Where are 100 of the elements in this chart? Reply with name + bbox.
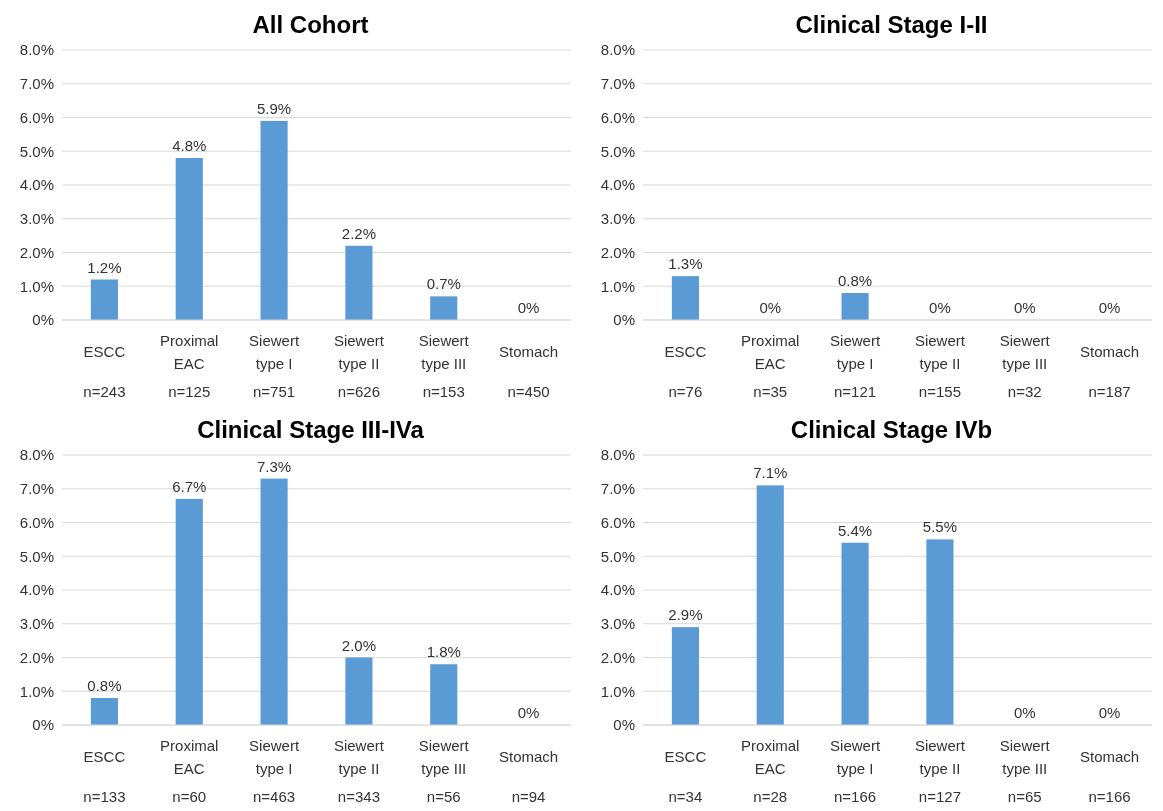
y-tick-label: 7.0% (600, 75, 635, 93)
data-label: 5.9% (256, 99, 292, 117)
data-label: 0% (759, 299, 782, 316)
data-label: 1.8% (426, 643, 461, 661)
bar (90, 698, 118, 725)
y-tick-label: 7.0% (19, 75, 54, 93)
y-tick-label: 2.0% (600, 648, 635, 666)
category-label: Stomach n=94 (498, 748, 559, 805)
data-label: 5.5% (922, 518, 958, 536)
y-tick-label: 5.0% (19, 142, 54, 160)
y-tick-label: 3.0% (19, 615, 54, 633)
y-tick-label: 6.0% (600, 513, 635, 531)
y-tick-label: 6.0% (19, 108, 54, 126)
bar (175, 158, 203, 320)
data-label: 0.8% (87, 677, 122, 694)
data-label: 2.0% (341, 636, 377, 654)
data-label: 0% (1013, 704, 1036, 721)
bar (345, 657, 373, 725)
bar (175, 498, 203, 725)
x-tick-label: Proximal EAC n=125 (160, 332, 219, 400)
y-tick-label: 2.0% (19, 243, 54, 261)
y-tick-label: 5.0% (19, 547, 54, 565)
data-label: 2.2% (341, 224, 377, 242)
bar (756, 485, 784, 725)
y-tick-label: 4.0% (19, 581, 54, 599)
chart-title: All Cohort (252, 11, 369, 38)
x-tick-label: Siewert type III n=153 (418, 332, 470, 400)
y-tick-label: 0% (32, 311, 54, 329)
x-tick-label: Siewert type III n=56 (418, 737, 470, 805)
y-tick-label: 3.0% (600, 615, 635, 633)
x-tick-label: Siewert type II n=155 (914, 332, 966, 400)
y-tick-label: 7.0% (19, 480, 54, 498)
bar (841, 542, 869, 725)
chart-title: Clinical Stage IVb (790, 416, 993, 443)
y-tick-label: 4.0% (19, 176, 54, 194)
x-tick-label: Proximal EAC n=28 (741, 737, 800, 805)
y-tick-label: 8.0% (19, 446, 54, 464)
x-tick-label: Siewert type III n=65 (999, 737, 1051, 805)
y-tick-label: 5.0% (600, 142, 635, 160)
bar (671, 627, 699, 725)
data-label: 0.8% (837, 272, 873, 289)
bar (430, 664, 458, 725)
data-label: 0% (929, 299, 951, 316)
data-label: 6.7% (172, 477, 207, 495)
bar (90, 279, 118, 320)
y-tick-label: 1.0% (19, 277, 54, 295)
category-label: ESCC n=34 (664, 748, 707, 805)
y-tick-label: 7.0% (600, 480, 635, 498)
data-label: 0.7% (426, 275, 461, 293)
data-label: 1.3% (668, 255, 703, 273)
y-tick-label: 0% (613, 716, 635, 734)
chart-title: Clinical Stage III-IVa (197, 416, 425, 443)
bar (926, 539, 954, 725)
data-label: 2.9% (668, 606, 703, 624)
x-tick-label: Siewert type I n=463 (249, 737, 300, 805)
y-tick-label: 3.0% (19, 210, 54, 228)
bar (345, 245, 373, 320)
category-label: ESCC n=76 (664, 343, 707, 400)
y-tick-label: 4.0% (600, 581, 635, 599)
data-label: 7.3% (256, 457, 292, 475)
y-tick-label: 4.0% (600, 176, 635, 194)
y-tick-label: 8.0% (600, 446, 635, 464)
y-tick-label: 6.0% (600, 108, 635, 126)
bar (260, 120, 288, 320)
category-label: ESCC n=133 (83, 748, 126, 805)
y-tick-label: 2.0% (19, 648, 54, 666)
data-label: 1.2% (87, 258, 122, 276)
y-tick-label: 1.0% (600, 277, 635, 295)
chart-title: Clinical Stage I-II (795, 11, 988, 38)
y-tick-label: 8.0% (19, 41, 54, 59)
category-label: Stomach n=166 (1079, 748, 1140, 805)
x-tick-label: Siewert type III n=32 (999, 332, 1051, 400)
x-tick-label: Siewert type II n=626 (333, 332, 385, 400)
y-tick-label: 3.0% (600, 210, 635, 228)
bar (430, 296, 458, 320)
y-tick-label: 0% (32, 716, 54, 734)
category-label: ESCC n=243 (83, 343, 126, 400)
y-tick-label: 0% (613, 311, 635, 329)
category-label: Stomach n=450 (498, 343, 559, 400)
x-tick-label: Siewert type I n=121 (830, 332, 881, 400)
data-label: 0% (1098, 704, 1121, 721)
data-label: 5.4% (837, 521, 873, 539)
data-label: 0% (1013, 299, 1036, 316)
y-tick-label: 6.0% (19, 513, 54, 531)
bar (260, 478, 288, 725)
category-label: Stomach n=187 (1079, 343, 1140, 400)
x-tick-label: Proximal EAC n=60 (160, 737, 219, 805)
data-label: 0% (517, 299, 540, 316)
data-label: 0% (1098, 299, 1121, 316)
y-tick-label: 2.0% (600, 243, 635, 261)
x-tick-label: Siewert type I n=166 (830, 737, 881, 805)
data-label: 4.8% (172, 137, 207, 154)
data-label: 7.1% (753, 464, 788, 482)
y-tick-label: 1.0% (600, 682, 635, 700)
x-tick-label: Siewert type II n=343 (333, 737, 385, 805)
x-tick-label: Proximal EAC n=35 (741, 332, 800, 400)
data-label: 0% (517, 704, 540, 721)
y-tick-label: 1.0% (19, 682, 54, 700)
x-tick-label: Siewert type II n=127 (914, 737, 966, 805)
y-tick-label: 8.0% (600, 41, 635, 59)
